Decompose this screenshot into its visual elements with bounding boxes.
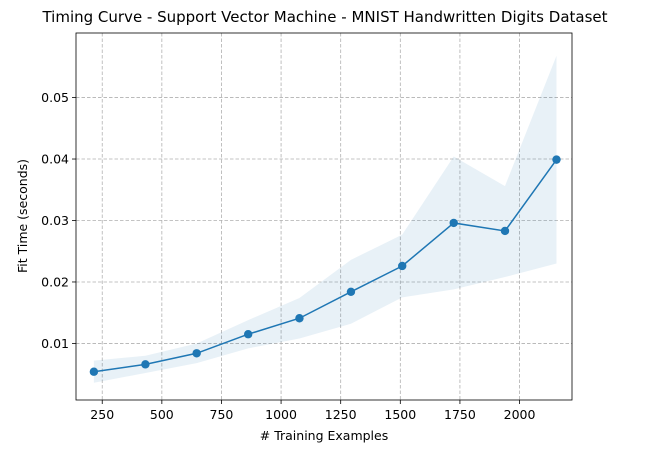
std-band-area [93, 55, 557, 383]
fit-time-series [89, 155, 561, 376]
data-point [295, 314, 304, 323]
data-point [243, 330, 253, 339]
grid-lines [76, 33, 572, 400]
data-point [552, 155, 561, 164]
data-point [449, 218, 458, 228]
y-axis-label: Fit Time (seconds) [15, 159, 30, 273]
y-tick-label: 0.01 [41, 336, 69, 351]
series-line [93, 159, 558, 373]
y-axis-ticks: 0.01 0.02 0.03 0.04 0.05 [41, 90, 76, 351]
x-axis-ticks: 250 500 750 1000 1250 1500 1750 2000 [90, 400, 535, 422]
x-tick-label: 500 [150, 407, 174, 422]
y-tick-label: 0.02 [41, 274, 69, 289]
y-tick-label: 0.03 [41, 213, 69, 228]
data-point [346, 287, 356, 297]
y-tick-label: 0.05 [41, 90, 69, 105]
x-tick-label: 250 [90, 407, 114, 422]
data-point [500, 226, 510, 236]
x-axis-label: # Training Examples [260, 428, 389, 443]
x-tick-label: 750 [210, 407, 234, 422]
x-tick-label: 1250 [325, 407, 357, 422]
fit-time-std-band [93, 55, 557, 383]
data-point [398, 261, 407, 271]
chart-title: Timing Curve - Support Vector Machine - … [41, 8, 607, 26]
data-point [141, 360, 150, 369]
x-tick-label: 1000 [265, 407, 297, 422]
x-tick-label: 2000 [504, 407, 536, 422]
data-point [192, 349, 201, 358]
plot-frame [75, 32, 573, 401]
x-tick-label: 1500 [384, 407, 416, 422]
data-point [89, 367, 99, 376]
y-tick-label: 0.04 [41, 152, 69, 167]
x-tick-label: 1750 [444, 407, 476, 422]
